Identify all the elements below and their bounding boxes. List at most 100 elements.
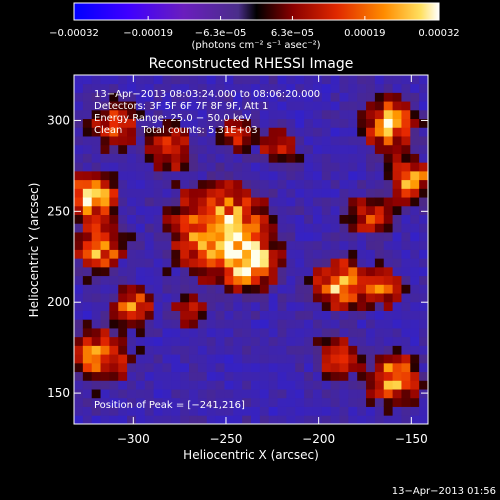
heatmap-cell <box>268 301 278 311</box>
heatmap-cell <box>410 240 420 250</box>
heatmap-cell <box>312 345 323 355</box>
heatmap-cell <box>118 153 128 163</box>
heatmap-cell <box>242 75 252 85</box>
heatmap-cell <box>74 354 84 364</box>
heatmap-cell <box>366 162 376 172</box>
heatmap-cell <box>410 293 420 303</box>
heatmap-cell <box>100 153 110 163</box>
heatmap-cell <box>153 266 163 277</box>
heatmap-cell <box>74 362 84 373</box>
heatmap-cell <box>74 284 84 294</box>
heatmap-cell <box>144 310 155 320</box>
heatmap-cell <box>74 92 84 102</box>
heatmap-cell <box>171 223 181 233</box>
heatmap-cell <box>357 362 367 373</box>
heatmap-cell <box>374 258 385 268</box>
heatmap-cell <box>197 266 208 277</box>
heatmap-cell <box>82 328 93 338</box>
heatmap-cell <box>392 249 402 259</box>
heatmap-cell <box>304 144 314 154</box>
heatmap-cell <box>392 336 402 346</box>
heatmap-cell <box>215 293 225 303</box>
heatmap-cell <box>392 258 402 268</box>
heatmap-cell <box>366 389 376 399</box>
heatmap-cell <box>118 345 128 355</box>
heatmap-cell <box>91 170 101 181</box>
heatmap-cell <box>286 380 296 390</box>
heatmap-cell <box>268 249 278 259</box>
heatmap-cell <box>392 144 402 154</box>
heatmap-cell <box>144 415 155 424</box>
heatmap-cell <box>410 92 420 102</box>
heatmap-cell <box>82 266 93 277</box>
heatmap-cell <box>162 205 172 216</box>
heatmap-cell <box>100 240 110 250</box>
heatmap-cell <box>242 328 252 338</box>
heatmap-cell <box>286 240 296 250</box>
heatmap-cell <box>330 162 340 172</box>
heatmap-cell <box>224 284 234 294</box>
heatmap-cell <box>91 223 101 233</box>
heatmap-cell <box>118 92 128 102</box>
heatmap-cell <box>419 83 428 93</box>
heatmap-cell <box>383 389 393 399</box>
heatmap-cell <box>410 336 420 346</box>
heatmap-cell <box>135 319 146 329</box>
heatmap-cell <box>91 336 101 346</box>
heatmap-cell <box>153 397 163 407</box>
heatmap-cell <box>180 205 190 216</box>
heatmap-cell <box>206 127 216 137</box>
heatmap-cell <box>383 328 393 338</box>
heatmap-cell <box>118 301 128 311</box>
heatmap-cell <box>135 415 146 424</box>
heatmap-cell <box>233 266 243 277</box>
heatmap-cell <box>348 345 358 355</box>
heatmap-cell <box>304 83 314 93</box>
heatmap-cell <box>366 197 376 207</box>
heatmap-cell <box>330 406 340 416</box>
heatmap-cell <box>312 214 323 224</box>
heatmap-cell <box>215 310 225 320</box>
heatmap-cell <box>153 275 163 285</box>
heatmap-cell <box>268 118 278 128</box>
heatmap-cell <box>268 371 278 381</box>
heatmap-cell <box>383 240 393 250</box>
heatmap-cell <box>180 293 190 303</box>
heatmap-cell <box>162 179 172 189</box>
heatmap-cell <box>383 144 393 154</box>
heatmap-cell <box>268 83 278 93</box>
heatmap-cell <box>82 223 93 233</box>
heatmap-cell <box>339 83 349 93</box>
heatmap-cell <box>410 153 420 163</box>
heatmap-cell <box>153 319 163 329</box>
heatmap-cell <box>215 258 225 268</box>
heatmap-cell <box>91 275 101 285</box>
heatmap-cell <box>197 258 208 268</box>
heatmap-cell <box>100 371 110 381</box>
heatmap-cell <box>410 144 420 154</box>
heatmap-cell <box>268 362 278 373</box>
heatmap-cell <box>419 266 428 277</box>
heatmap-cell <box>366 293 376 303</box>
heatmap-cell <box>153 197 163 207</box>
heatmap-cell <box>144 144 155 154</box>
heatmap-cell <box>348 310 358 320</box>
heatmap-cell <box>339 328 349 338</box>
heatmap-cell <box>135 240 146 250</box>
heatmap-cell <box>197 345 208 355</box>
heatmap-cell <box>251 406 261 416</box>
heatmap-cell <box>357 266 367 277</box>
heatmap-cell <box>357 153 367 163</box>
heatmap-cell <box>259 83 270 93</box>
heatmap-cell <box>233 389 243 399</box>
heatmap-cell <box>189 371 199 381</box>
heatmap-cell <box>339 179 349 189</box>
heatmap-cell <box>127 170 137 181</box>
heatmap-cell <box>197 109 208 120</box>
heatmap-cell <box>91 354 101 364</box>
heatmap-cell <box>153 371 163 381</box>
heatmap-cell <box>410 101 420 111</box>
heatmap-cell <box>348 415 358 424</box>
heatmap-cell <box>259 170 270 181</box>
heatmap-cell <box>224 345 234 355</box>
